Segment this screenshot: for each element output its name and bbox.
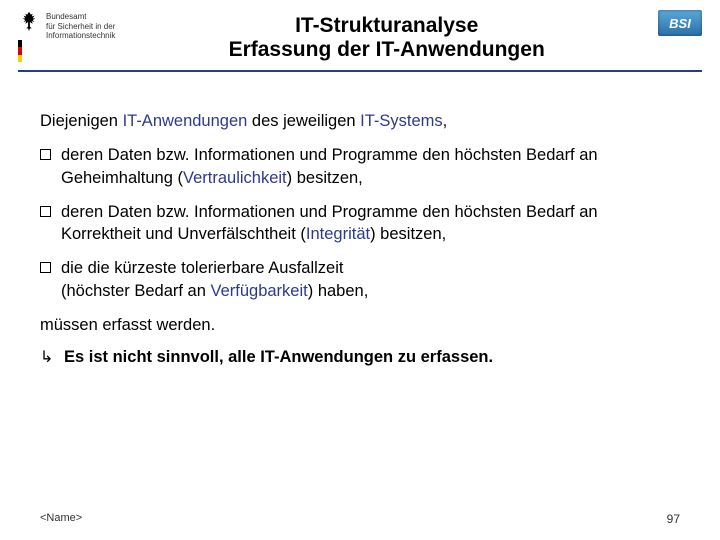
b1-post: ) besitzen, [287, 169, 363, 187]
arrow-conclusion: ↳ Es ist nicht sinnvoll, alle IT-Anwendu… [40, 346, 680, 369]
b3-highlight: Verfügbarkeit [211, 282, 308, 300]
page-number: 97 [667, 512, 680, 526]
intro-post: , [443, 112, 448, 130]
bullet-2-text: deren Daten bzw. Informationen und Progr… [61, 201, 680, 246]
slide-footer: <Name> 97 [0, 512, 720, 526]
intro-mid: des jeweiligen [247, 112, 360, 130]
intro-highlight-1: IT-Anwendungen [123, 112, 248, 130]
agency-line3: Informationstechnik [46, 31, 115, 41]
intro-pre: Diejenigen [40, 112, 123, 130]
title-block: IT-Strukturanalyse Erfassung der IT-Anwe… [115, 10, 658, 62]
square-bullet-icon [40, 262, 51, 273]
footer-name-placeholder: <Name> [40, 512, 82, 526]
slide-body: Diejenigen IT-Anwendungen des jeweiligen… [0, 72, 720, 369]
b3-line1: die die kürzeste tolerierbare Ausfallzei… [61, 259, 343, 277]
bullet-2: deren Daten bzw. Informationen und Progr… [40, 201, 680, 246]
agency-line2: für Sicherheit in der [46, 22, 115, 32]
bullet-1: deren Daten bzw. Informationen und Progr… [40, 144, 680, 189]
agency-line1: Bundesamt [46, 12, 115, 22]
intro-highlight-2: IT-Systems [360, 112, 443, 130]
bsi-logo-text: BSI [669, 16, 691, 31]
agency-logo-block: Bundesamt für Sicherheit in der Informat… [18, 10, 115, 41]
title-line-1: IT-Strukturanalyse [115, 14, 658, 38]
bullet-3: die die kürzeste tolerierbare Ausfallzei… [40, 257, 680, 302]
intro-line: Diejenigen IT-Anwendungen des jeweiligen… [40, 110, 680, 132]
square-bullet-icon [40, 206, 51, 217]
square-bullet-icon [40, 149, 51, 160]
down-right-arrow-icon: ↳ [40, 347, 54, 369]
eagle-icon [18, 10, 40, 34]
bsi-logo: BSI [658, 10, 702, 36]
b3-line2-post: ) haben, [308, 282, 369, 300]
closing-line: müssen erfasst werden. [40, 314, 680, 336]
b1-highlight: Vertraulichkeit [183, 169, 287, 187]
title-line-2: Erfassung der IT-Anwendungen [115, 38, 658, 62]
b3-line2-pre: (höchster Bedarf an [61, 282, 211, 300]
b2-post: ) besitzen, [370, 225, 446, 243]
conclusion-text: Es ist nicht sinnvoll, alle IT-Anwendung… [64, 346, 493, 368]
agency-name: Bundesamt für Sicherheit in der Informat… [46, 10, 115, 41]
b2-highlight: Integrität [306, 225, 370, 243]
german-flag-bar-icon [18, 40, 22, 62]
bullet-1-text: deren Daten bzw. Informationen und Progr… [61, 144, 680, 189]
slide-header: Bundesamt für Sicherheit in der Informat… [0, 0, 720, 62]
bullet-3-text: die die kürzeste tolerierbare Ausfallzei… [61, 257, 368, 302]
